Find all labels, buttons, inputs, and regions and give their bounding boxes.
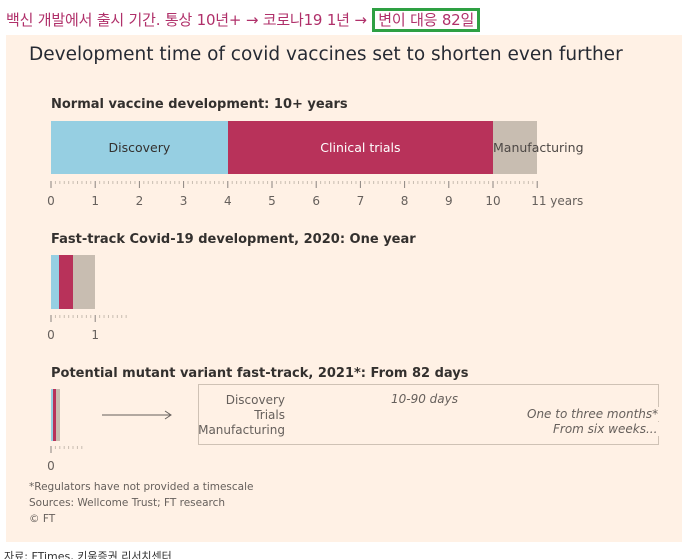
chart-title: Development time of covid vaccines set t… — [29, 44, 623, 65]
normal-tick-label: 10 — [485, 194, 500, 208]
variant-row-label: Manufacturing — [198, 423, 285, 437]
covid2020-bar-segment — [58, 255, 74, 309]
footnote-credit: © FT — [29, 513, 56, 525]
normal-tick-label: 4 — [224, 194, 232, 208]
normal-tick-label: 9 — [445, 194, 453, 208]
normal-tick-label: 0 — [47, 194, 55, 208]
variant-tick-label: 0 — [47, 459, 55, 473]
covid2020-tick-label: 1 — [91, 328, 99, 342]
chart-panel: Development time of covid vaccines set t… — [6, 35, 682, 542]
arrow-head — [164, 410, 172, 420]
normal-tick-label: 3 — [180, 194, 188, 208]
variant-bar-segment — [51, 389, 53, 441]
variant-row-annotation: One to three months* — [525, 407, 661, 421]
normal-tick-label: 8 — [401, 194, 409, 208]
covid2020-tick-label: 0 — [47, 328, 55, 342]
covid2020-bar-segment — [73, 255, 96, 309]
variant-bar-segment — [56, 389, 60, 441]
normal-bar-discovery: Discovery — [51, 121, 228, 174]
covid2020-section-title: Fast-track Covid-19 development, 2020: O… — [51, 232, 416, 247]
variant-row-label: Discovery — [225, 393, 285, 407]
normal-section-title: Normal vaccine development: 10+ years — [51, 97, 348, 112]
normal-tick-label: 5 — [268, 194, 276, 208]
normal-tick-label: 7 — [357, 194, 365, 208]
source-line: 자료: FTimes, 키움증권 리서치센터 — [4, 550, 172, 559]
normal-tick-label: 1 — [91, 194, 99, 208]
normal-tick-label: 6 — [312, 194, 320, 208]
variant-row-annotation: From six weeks... — [551, 422, 660, 436]
normal-tick-label: 11 years — [531, 194, 583, 208]
variant-row-label: Trials — [254, 408, 285, 422]
variant-row-annotation: 10-90 days — [391, 392, 459, 406]
footnote-sources: Sources: Wellcome Trust; FT research — [29, 497, 226, 509]
variant-section-title: Potential mutant variant fast-track, 202… — [51, 366, 469, 381]
headline-text: 백신 개발에서 출시 기간. 통상 10년+ → 코로나19 1년 → — [6, 11, 367, 29]
headline-highlight: 변이 대응 82일 — [372, 8, 481, 32]
headline: 백신 개발에서 출시 기간. 통상 10년+ → 코로나19 1년 → 변이 대… — [6, 8, 481, 32]
normal-bar-clinical-trials: Clinical trials — [227, 121, 493, 174]
covid2020-bar-segment — [51, 255, 59, 309]
footnote-regulators: *Regulators have not provided a timescal… — [29, 481, 254, 493]
variant-bar-segment — [53, 389, 56, 441]
normal-tick-label: 2 — [136, 194, 144, 208]
